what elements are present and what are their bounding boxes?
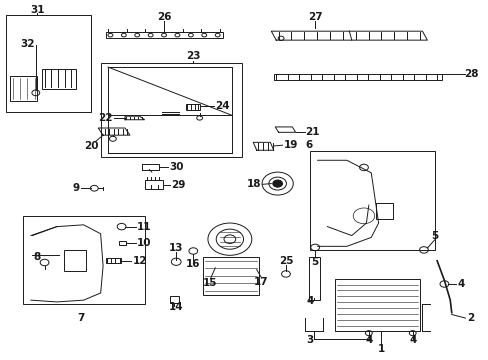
Text: 16: 16 xyxy=(185,259,200,269)
Text: 24: 24 xyxy=(215,102,229,112)
Text: 25: 25 xyxy=(278,256,293,266)
Text: 20: 20 xyxy=(83,141,98,151)
Bar xyxy=(105,32,222,39)
Bar xyxy=(203,257,259,295)
Text: 9: 9 xyxy=(73,183,80,193)
Text: 7: 7 xyxy=(77,313,84,323)
Text: 4: 4 xyxy=(408,334,416,345)
Bar xyxy=(334,279,419,331)
Text: 30: 30 xyxy=(169,162,183,172)
Text: 17: 17 xyxy=(254,277,268,287)
Bar xyxy=(10,76,37,101)
Bar xyxy=(169,296,178,303)
Text: 23: 23 xyxy=(185,51,200,61)
Bar xyxy=(273,74,441,80)
Bar xyxy=(310,151,434,250)
Bar xyxy=(185,104,199,110)
Text: 3: 3 xyxy=(306,334,313,345)
Text: 8: 8 xyxy=(34,252,41,262)
Text: 29: 29 xyxy=(171,180,185,190)
Text: 10: 10 xyxy=(137,238,151,248)
Text: 5: 5 xyxy=(311,257,318,267)
Bar xyxy=(375,203,392,220)
Text: 14: 14 xyxy=(168,302,183,312)
Text: 18: 18 xyxy=(246,179,261,189)
Bar xyxy=(308,257,319,300)
Text: 4: 4 xyxy=(365,334,372,345)
Text: 28: 28 xyxy=(463,69,478,79)
Text: 4: 4 xyxy=(306,296,313,306)
Text: 11: 11 xyxy=(137,222,151,231)
Text: 6: 6 xyxy=(305,140,312,150)
Text: 15: 15 xyxy=(203,278,217,288)
Text: 19: 19 xyxy=(283,140,297,150)
Text: 12: 12 xyxy=(132,256,146,266)
Bar xyxy=(101,63,242,157)
Bar xyxy=(5,15,91,112)
Text: 4: 4 xyxy=(457,279,464,289)
Bar xyxy=(22,216,144,304)
Bar xyxy=(144,180,163,189)
Text: 31: 31 xyxy=(30,5,44,15)
Text: 27: 27 xyxy=(307,12,322,22)
Text: 32: 32 xyxy=(20,39,35,49)
Circle shape xyxy=(272,180,282,187)
Text: 21: 21 xyxy=(305,127,319,136)
Text: 13: 13 xyxy=(169,243,183,253)
Text: 1: 1 xyxy=(377,344,384,354)
Bar xyxy=(64,250,86,271)
Text: 5: 5 xyxy=(430,231,437,240)
Text: 26: 26 xyxy=(157,12,171,22)
Text: 2: 2 xyxy=(467,313,474,323)
Bar xyxy=(119,240,125,245)
Text: 22: 22 xyxy=(98,113,113,123)
Bar xyxy=(42,69,76,89)
Bar xyxy=(105,258,121,263)
